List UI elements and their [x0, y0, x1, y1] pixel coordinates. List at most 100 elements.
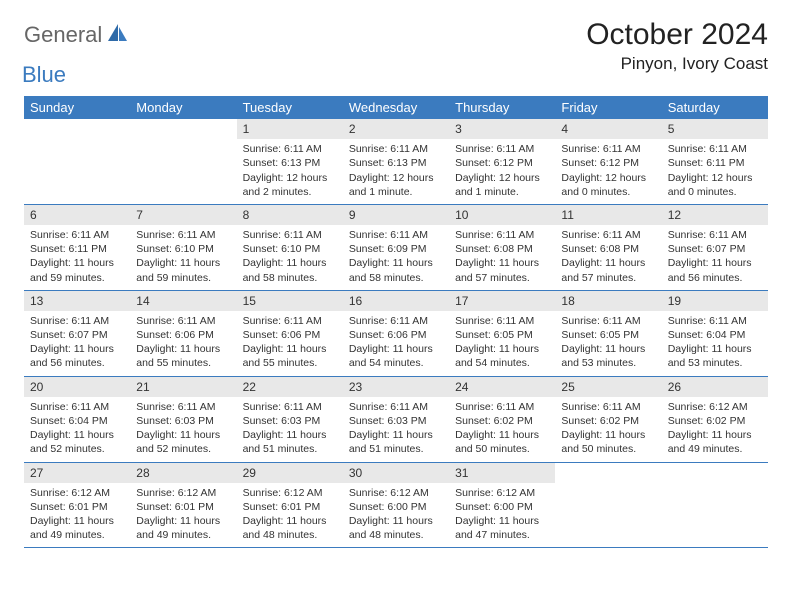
day-body: Sunrise: 6:11 AMSunset: 6:05 PMDaylight:… [555, 311, 661, 376]
day-cell: 18Sunrise: 6:11 AMSunset: 6:05 PMDayligh… [555, 291, 661, 376]
day-number: 18 [555, 291, 661, 311]
week-row: 1Sunrise: 6:11 AMSunset: 6:13 PMDaylight… [24, 119, 768, 205]
day-number: 7 [130, 205, 236, 225]
sunrise-text: Sunrise: 6:11 AM [455, 314, 549, 328]
day-number: 16 [343, 291, 449, 311]
calendar: Sunday Monday Tuesday Wednesday Thursday… [24, 96, 768, 548]
day-number: 1 [237, 119, 343, 139]
day-cell [662, 463, 768, 548]
day-number: 24 [449, 377, 555, 397]
sunrise-text: Sunrise: 6:11 AM [136, 228, 230, 242]
day-body: Sunrise: 6:11 AMSunset: 6:02 PMDaylight:… [555, 397, 661, 462]
sunrise-text: Sunrise: 6:11 AM [668, 228, 762, 242]
day-number: 27 [24, 463, 130, 483]
daylight-text: Daylight: 11 hours and 54 minutes. [455, 342, 549, 370]
day-cell: 6Sunrise: 6:11 AMSunset: 6:11 PMDaylight… [24, 205, 130, 290]
title-block: October 2024 Pinyon, Ivory Coast [586, 18, 768, 74]
sunset-text: Sunset: 6:05 PM [561, 328, 655, 342]
day-cell [555, 463, 661, 548]
day-number: 31 [449, 463, 555, 483]
day-number: 6 [24, 205, 130, 225]
week-row: 20Sunrise: 6:11 AMSunset: 6:04 PMDayligh… [24, 377, 768, 463]
day-number: 22 [237, 377, 343, 397]
day-cell: 8Sunrise: 6:11 AMSunset: 6:10 PMDaylight… [237, 205, 343, 290]
daylight-text: Daylight: 11 hours and 57 minutes. [561, 256, 655, 284]
day-number: 13 [24, 291, 130, 311]
dayhead-saturday: Saturday [662, 96, 768, 119]
day-number: 28 [130, 463, 236, 483]
sunrise-text: Sunrise: 6:11 AM [136, 400, 230, 414]
sunset-text: Sunset: 6:12 PM [455, 156, 549, 170]
day-number: 21 [130, 377, 236, 397]
day-number: 25 [555, 377, 661, 397]
sunrise-text: Sunrise: 6:12 AM [455, 486, 549, 500]
day-cell: 26Sunrise: 6:12 AMSunset: 6:02 PMDayligh… [662, 377, 768, 462]
day-cell: 12Sunrise: 6:11 AMSunset: 6:07 PMDayligh… [662, 205, 768, 290]
day-number: 8 [237, 205, 343, 225]
day-body: Sunrise: 6:11 AMSunset: 6:03 PMDaylight:… [237, 397, 343, 462]
sunset-text: Sunset: 6:02 PM [455, 414, 549, 428]
daylight-text: Daylight: 12 hours and 1 minute. [455, 171, 549, 199]
sunset-text: Sunset: 6:10 PM [136, 242, 230, 256]
day-body: Sunrise: 6:11 AMSunset: 6:13 PMDaylight:… [237, 139, 343, 204]
day-body: Sunrise: 6:11 AMSunset: 6:07 PMDaylight:… [24, 311, 130, 376]
daylight-text: Daylight: 11 hours and 53 minutes. [668, 342, 762, 370]
day-body: Sunrise: 6:11 AMSunset: 6:06 PMDaylight:… [130, 311, 236, 376]
sunrise-text: Sunrise: 6:11 AM [349, 142, 443, 156]
daylight-text: Daylight: 12 hours and 2 minutes. [243, 171, 337, 199]
sunset-text: Sunset: 6:06 PM [136, 328, 230, 342]
sunrise-text: Sunrise: 6:12 AM [349, 486, 443, 500]
sunrise-text: Sunrise: 6:11 AM [455, 228, 549, 242]
daylight-text: Daylight: 11 hours and 54 minutes. [349, 342, 443, 370]
sunset-text: Sunset: 6:05 PM [455, 328, 549, 342]
calendar-header-row: Sunday Monday Tuesday Wednesday Thursday… [24, 96, 768, 119]
daylight-text: Daylight: 11 hours and 51 minutes. [349, 428, 443, 456]
day-cell: 25Sunrise: 6:11 AMSunset: 6:02 PMDayligh… [555, 377, 661, 462]
day-number: 14 [130, 291, 236, 311]
day-body: Sunrise: 6:11 AMSunset: 6:12 PMDaylight:… [555, 139, 661, 204]
dayhead-wednesday: Wednesday [343, 96, 449, 119]
day-number: 2 [343, 119, 449, 139]
day-number: 29 [237, 463, 343, 483]
day-cell: 15Sunrise: 6:11 AMSunset: 6:06 PMDayligh… [237, 291, 343, 376]
day-cell: 19Sunrise: 6:11 AMSunset: 6:04 PMDayligh… [662, 291, 768, 376]
daylight-text: Daylight: 11 hours and 49 minutes. [30, 514, 124, 542]
sunrise-text: Sunrise: 6:11 AM [668, 142, 762, 156]
day-number: 10 [449, 205, 555, 225]
day-number: 11 [555, 205, 661, 225]
day-number: 30 [343, 463, 449, 483]
day-body: Sunrise: 6:11 AMSunset: 6:07 PMDaylight:… [662, 225, 768, 290]
day-cell [24, 119, 130, 204]
day-cell: 14Sunrise: 6:11 AMSunset: 6:06 PMDayligh… [130, 291, 236, 376]
day-cell: 16Sunrise: 6:11 AMSunset: 6:06 PMDayligh… [343, 291, 449, 376]
sunset-text: Sunset: 6:07 PM [668, 242, 762, 256]
sunrise-text: Sunrise: 6:11 AM [561, 228, 655, 242]
day-body: Sunrise: 6:11 AMSunset: 6:10 PMDaylight:… [237, 225, 343, 290]
sunset-text: Sunset: 6:07 PM [30, 328, 124, 342]
sunrise-text: Sunrise: 6:12 AM [136, 486, 230, 500]
day-number: 19 [662, 291, 768, 311]
daylight-text: Daylight: 11 hours and 52 minutes. [30, 428, 124, 456]
sunset-text: Sunset: 6:01 PM [30, 500, 124, 514]
logo-text-general: General [24, 22, 102, 48]
day-cell: 20Sunrise: 6:11 AMSunset: 6:04 PMDayligh… [24, 377, 130, 462]
sunset-text: Sunset: 6:03 PM [349, 414, 443, 428]
day-body: Sunrise: 6:11 AMSunset: 6:10 PMDaylight:… [130, 225, 236, 290]
day-number: 23 [343, 377, 449, 397]
day-number: 20 [24, 377, 130, 397]
sunset-text: Sunset: 6:03 PM [243, 414, 337, 428]
day-number: 12 [662, 205, 768, 225]
day-body: Sunrise: 6:12 AMSunset: 6:02 PMDaylight:… [662, 397, 768, 462]
sunrise-text: Sunrise: 6:11 AM [30, 314, 124, 328]
sunrise-text: Sunrise: 6:11 AM [561, 400, 655, 414]
logo: General [24, 18, 130, 48]
sunrise-text: Sunrise: 6:12 AM [30, 486, 124, 500]
day-cell: 7Sunrise: 6:11 AMSunset: 6:10 PMDaylight… [130, 205, 236, 290]
daylight-text: Daylight: 11 hours and 58 minutes. [349, 256, 443, 284]
day-cell: 22Sunrise: 6:11 AMSunset: 6:03 PMDayligh… [237, 377, 343, 462]
day-cell: 3Sunrise: 6:11 AMSunset: 6:12 PMDaylight… [449, 119, 555, 204]
day-body: Sunrise: 6:11 AMSunset: 6:06 PMDaylight:… [237, 311, 343, 376]
sunset-text: Sunset: 6:13 PM [349, 156, 443, 170]
day-body: Sunrise: 6:12 AMSunset: 6:00 PMDaylight:… [449, 483, 555, 548]
daylight-text: Daylight: 11 hours and 51 minutes. [243, 428, 337, 456]
